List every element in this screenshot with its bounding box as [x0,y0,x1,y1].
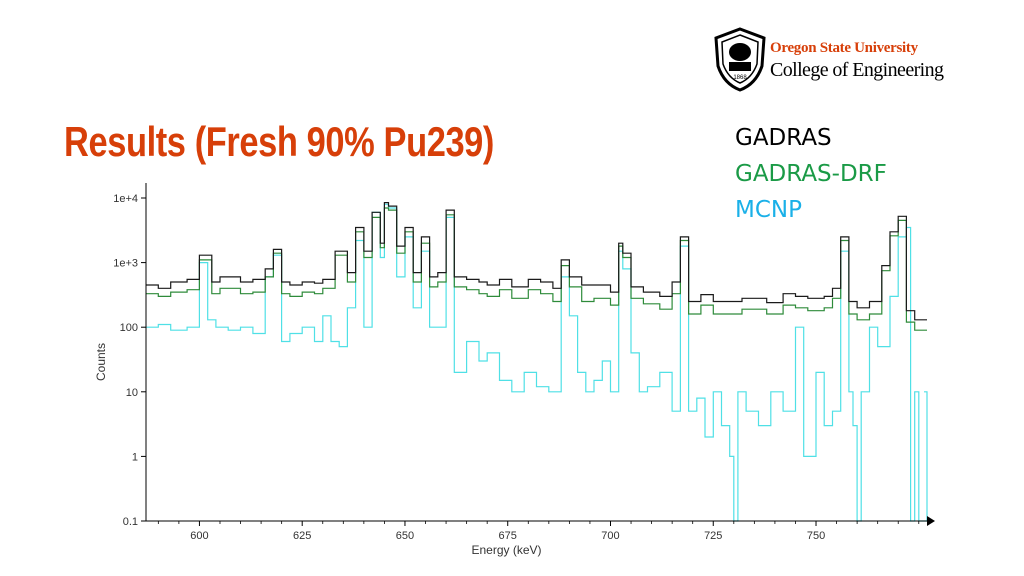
seal-year: 1868 [733,75,747,81]
y-tick-label: 100 [120,322,138,334]
y-tick-label: 1e+3 [113,258,138,270]
y-tick-label: 1 [132,451,138,463]
legend-gadras: GADRAS [735,125,832,151]
series-line-gadras-drf [146,207,927,331]
x-tick-label-700: 700 [601,530,619,542]
x-axis-label: Energy (keV) [471,543,541,557]
x-tick-label-750: 750 [807,530,825,542]
x-tick-label-725: 725 [704,530,722,542]
legend-mcnp: MCNP [735,197,802,223]
y-tick-label: 10 [126,387,138,399]
chart-legend: GADRAS GADRAS-DRF MCNP [735,120,887,228]
x-tick-label-600: 600 [190,530,208,542]
osu-logo: 1868 Oregon State University College of … [712,26,962,96]
y-axis-label: Counts [94,343,108,381]
legend-gadras-drf: GADRAS-DRF [735,161,887,187]
x-tick-label-650: 650 [396,530,414,542]
logo-college: College of Engineering [770,59,944,81]
y-tick-label: 0.1 [123,516,138,528]
x-axis-arrow [927,516,935,526]
series-line-mcnp [146,203,928,522]
logo-university: Oregon State University [770,40,918,56]
osu-seal-icon: 1868 [714,27,766,92]
x-tick-label-625: 625 [293,530,311,542]
page-title: Results (Fresh 90% Pu239) [64,118,494,165]
y-tick-label: 1e+4 [113,193,138,205]
series-line-gadras [146,202,927,321]
x-tick-label-675: 675 [499,530,517,542]
